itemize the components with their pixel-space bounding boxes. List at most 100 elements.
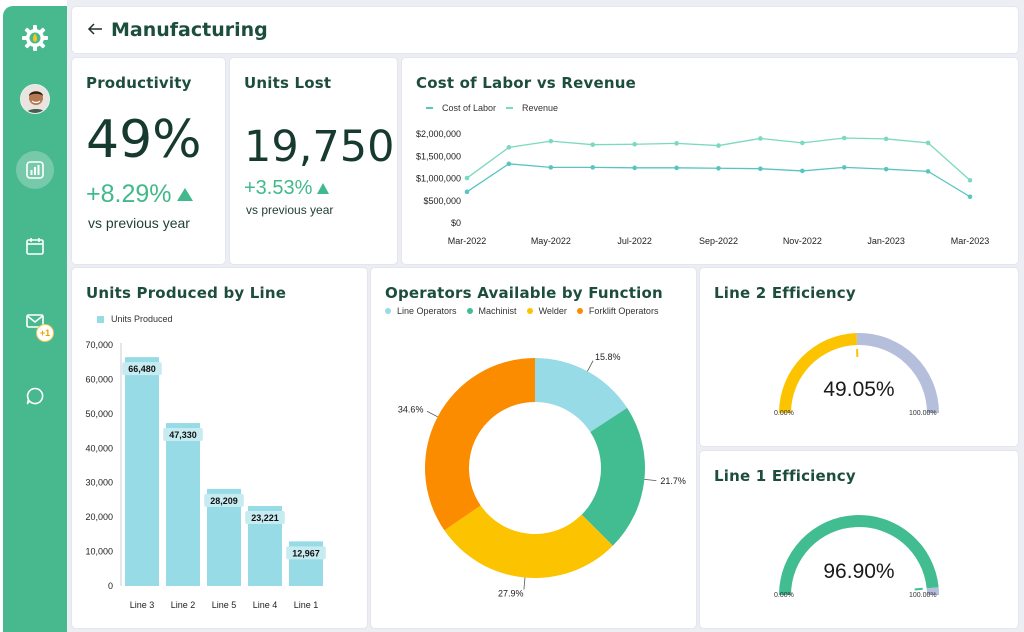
- data-point: [841, 165, 847, 170]
- back-arrow-icon[interactable]: [86, 20, 104, 38]
- donut-slice: [535, 358, 628, 432]
- card-title: Operators Available by Function: [385, 284, 663, 302]
- x-tick-label: Line 3: [130, 600, 155, 610]
- y-tick-label: 40,000: [85, 443, 113, 453]
- data-label-box: [163, 428, 203, 442]
- line2-gauge-value: 49.05%: [823, 378, 895, 401]
- data-label-box: [245, 511, 285, 525]
- operators-donut-chart: 15.8% 21.7% 27.9% 34.6%: [398, 352, 686, 598]
- y-tick-label: $1,000,000: [416, 174, 461, 184]
- up-triangle-icon: [317, 183, 330, 194]
- y-tick-label: $2,000,000: [416, 129, 461, 139]
- slice-label: 34.6%: [398, 404, 424, 414]
- mail-badge: +1: [36, 324, 54, 342]
- data-label: 12,967: [292, 548, 320, 558]
- units-legend: Units Produced: [97, 314, 183, 324]
- data-point: [506, 145, 512, 150]
- gauge-remainder: [856, 333, 939, 413]
- up-triangle-icon: [176, 188, 193, 201]
- change-text: +8.29%: [86, 180, 172, 208]
- data-point: [674, 165, 679, 171]
- gauge-max-label: 100.00%: [909, 592, 937, 599]
- y-tick-label: 60,000: [85, 374, 113, 384]
- legend-item-line-operators[interactable]: Line Operators: [385, 306, 457, 316]
- bar: [125, 357, 159, 586]
- data-point: [883, 166, 889, 172]
- data-point: [925, 169, 931, 174]
- card-title: Cost of Labor vs Revenue: [416, 74, 636, 92]
- data-label-box: [286, 546, 326, 560]
- label-leader: [587, 360, 594, 372]
- data-point: [716, 165, 721, 171]
- page-header: Manufacturing: [72, 7, 1018, 53]
- slice-label: 15.8%: [595, 352, 621, 362]
- slice-label: 21.7%: [660, 476, 686, 486]
- x-tick-label: Line 5: [212, 600, 237, 610]
- line2-gauge: [779, 333, 939, 413]
- user-avatar[interactable]: [20, 84, 50, 114]
- units-bar-chart: 70,000 60,000 50,000 40,000 30,000 20,000 10,0…: [85, 340, 326, 610]
- x-tick-label: Line 2: [171, 600, 196, 610]
- bar: [166, 423, 200, 586]
- line1-gauge-value: 96.90%: [823, 560, 895, 583]
- productivity-value: 49%: [86, 110, 202, 170]
- data-point: [925, 140, 931, 146]
- gauge-min-label: 0.00%: [774, 410, 794, 417]
- line1-gauge: [779, 515, 939, 595]
- data-label: 47,330: [169, 430, 197, 440]
- nav-calendar[interactable]: [16, 227, 54, 265]
- gauge-fill: [779, 515, 939, 595]
- operators-legend: Line Operators Machinist Welder Forklift…: [385, 306, 668, 316]
- x-tick-label: Jan-2023: [867, 236, 905, 246]
- data-point: [674, 141, 679, 146]
- data-point: [716, 143, 721, 148]
- donut-slice: [444, 505, 613, 578]
- legend-item-revenue[interactable]: Revenue: [506, 103, 558, 113]
- data-point: [632, 141, 637, 147]
- x-tick-label: Jul-2022: [617, 236, 652, 246]
- nav-chat[interactable]: [16, 377, 54, 415]
- legend-item-machinist[interactable]: Machinist: [466, 306, 517, 316]
- data-point: [967, 177, 973, 183]
- legend-item-labor[interactable]: Cost of Labor: [426, 103, 496, 113]
- card-title: Line 2 Efficiency: [714, 284, 856, 302]
- x-tick-label: May-2022: [531, 236, 571, 246]
- legend-item-units[interactable]: Units Produced: [97, 314, 173, 324]
- chat-icon: [26, 387, 44, 405]
- x-tick-label: Sep-2022: [699, 236, 738, 246]
- gauge-max-label: 100.00%: [909, 410, 937, 417]
- data-point: [506, 161, 512, 167]
- data-point: [590, 142, 596, 147]
- data-point: [841, 135, 847, 141]
- legend-item-welder[interactable]: Welder: [526, 306, 567, 316]
- data-label: 66,480: [128, 364, 156, 374]
- card-title: Units Produced by Line: [86, 284, 287, 302]
- productivity-change: +8.29%: [86, 180, 193, 209]
- data-point: [800, 168, 805, 174]
- y-tick-label: 10,000: [85, 547, 113, 557]
- labor-revenue-card: Cost of Labor vs Revenue Cost of Labor R…: [402, 58, 1018, 264]
- line2-efficiency-card: Line 2 Efficiency 49.05% 0.00% 100.00%: [700, 268, 1018, 446]
- labor-legend: Cost of Labor Revenue: [426, 103, 568, 113]
- donut-slice: [425, 358, 535, 531]
- label-leader: [644, 478, 657, 482]
- data-point: [800, 140, 805, 146]
- data-point: [464, 189, 470, 195]
- legend-item-forklift[interactable]: Forklift Operators: [576, 306, 658, 316]
- data-label: 28,209: [210, 496, 238, 506]
- page-title: Manufacturing: [111, 19, 268, 41]
- data-point: [632, 165, 637, 171]
- nav-mail[interactable]: [16, 302, 54, 340]
- units-lost-value: 19,750: [244, 122, 395, 172]
- data-label: 23,221: [251, 513, 279, 523]
- dashboard-icon: [26, 161, 44, 179]
- gauge-min-label: 0.00%: [774, 592, 794, 599]
- units-lost-change: +3.53%: [244, 177, 330, 200]
- data-point: [590, 165, 596, 170]
- y-tick-label: 50,000: [85, 409, 113, 419]
- app-logo-icon[interactable]: [21, 24, 49, 52]
- x-tick-label: Mar-2022: [448, 236, 487, 246]
- units-lost-card: Units Lost 19,750 +3.53% vs previous yea…: [230, 58, 397, 264]
- productivity-card: Productivity 49% +8.29% vs previous year: [72, 58, 225, 264]
- nav-dashboard[interactable]: [16, 151, 54, 189]
